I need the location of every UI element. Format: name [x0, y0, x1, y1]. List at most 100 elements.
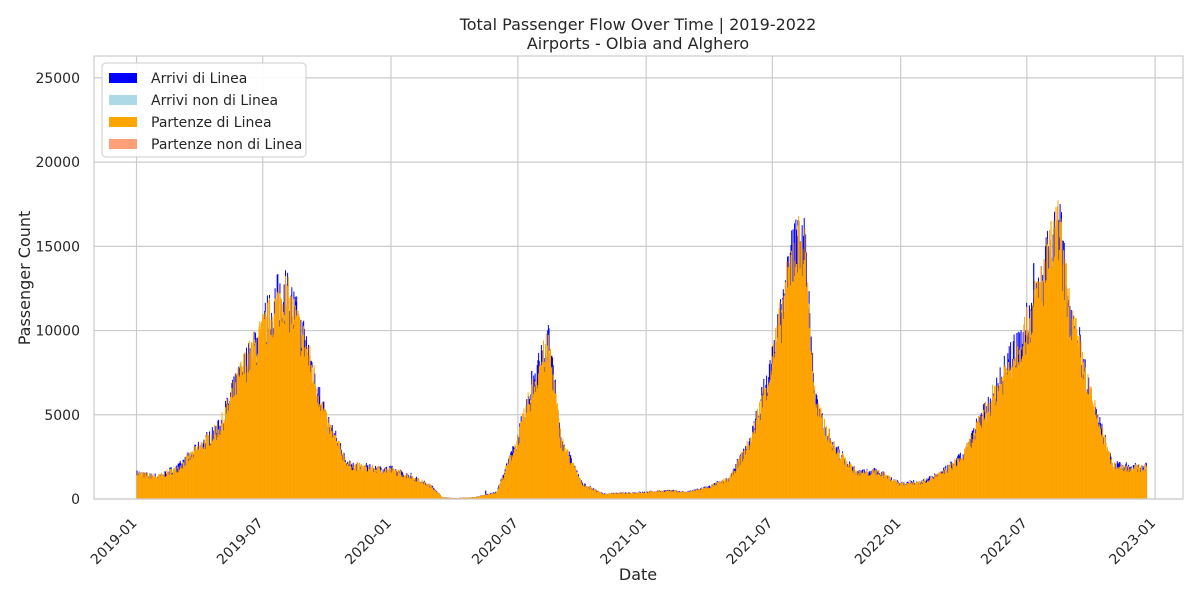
partenze-di-linea-bar — [319, 404, 321, 499]
partenze-di-linea-bar — [429, 487, 431, 499]
partenze-di-linea-bar — [211, 441, 213, 499]
partenze-di-linea-bar — [430, 484, 432, 499]
partenze-di-linea-bar — [301, 350, 303, 499]
partenze-di-linea-bar — [474, 497, 476, 499]
partenze-di-linea-bar — [190, 451, 192, 499]
partenze-di-linea-bar — [165, 476, 167, 499]
partenze-di-linea-bar — [293, 299, 295, 499]
partenze-di-linea-bar — [1040, 266, 1042, 499]
partenze-di-linea-bar — [955, 465, 957, 499]
partenze-di-linea-bar — [1044, 282, 1046, 499]
partenze-di-linea-bar — [796, 272, 798, 499]
partenze-di-linea-bar — [319, 410, 321, 499]
partenze-di-linea-bar — [737, 467, 739, 499]
partenze-di-linea-bar — [621, 493, 623, 499]
partenze-di-linea-bar — [250, 341, 252, 499]
partenze-di-linea-bar — [930, 475, 932, 499]
partenze-di-linea-bar — [1047, 268, 1049, 499]
partenze-di-linea-bar — [578, 477, 580, 499]
partenze-di-linea-bar — [973, 432, 975, 499]
partenze-di-linea-bar — [149, 472, 151, 499]
partenze-di-linea-bar — [631, 493, 633, 499]
partenze-di-linea-bar — [682, 492, 684, 499]
partenze-di-linea-bar — [1130, 467, 1132, 499]
partenze-di-linea-bar — [600, 492, 602, 499]
partenze-di-linea-bar — [561, 450, 563, 499]
partenze-di-linea-bar — [706, 486, 708, 499]
partenze-di-linea-bar — [888, 475, 890, 499]
partenze-di-linea-bar — [885, 474, 887, 499]
partenze-di-linea-bar — [653, 492, 655, 499]
partenze-di-linea-bar — [390, 468, 392, 499]
partenze-di-linea-bar — [789, 262, 791, 499]
partenze-di-linea-bar — [396, 470, 398, 499]
partenze-di-linea-bar — [361, 470, 363, 499]
partenze-di-linea-bar — [563, 450, 565, 499]
partenze-di-linea-bar — [816, 404, 818, 499]
partenze-di-linea-bar — [270, 319, 272, 499]
partenze-di-linea-bar — [244, 352, 246, 499]
partenze-di-linea-bar — [477, 496, 479, 499]
partenze-di-linea-bar — [257, 353, 259, 499]
partenze-di-linea-bar — [517, 445, 519, 499]
partenze-di-linea-bar — [738, 457, 740, 499]
partenze-di-linea-bar — [598, 490, 600, 499]
x-tick-label: 2023-01 — [1106, 515, 1159, 568]
partenze-di-linea-bar — [850, 463, 852, 499]
partenze-di-linea-bar — [694, 489, 696, 499]
partenze-di-linea-bar — [1035, 288, 1037, 499]
partenze-di-linea-bar — [786, 261, 788, 499]
partenze-di-linea-bar — [934, 475, 936, 499]
partenze-di-linea-bar — [837, 451, 839, 499]
partenze-di-linea-bar — [287, 276, 289, 499]
partenze-di-linea-bar — [362, 465, 364, 499]
partenze-di-linea-bar — [1064, 258, 1066, 499]
partenze-di-linea-bar — [759, 420, 761, 499]
partenze-di-linea-bar — [261, 321, 263, 499]
partenze-di-linea-bar — [793, 275, 795, 499]
partenze-di-linea-bar — [602, 494, 604, 499]
partenze-di-linea-bar — [574, 467, 576, 499]
partenze-di-linea-bar — [724, 481, 726, 499]
partenze-di-linea-bar — [295, 310, 297, 499]
partenze-di-linea-bar — [299, 319, 301, 499]
partenze-di-linea-bar — [910, 483, 912, 499]
partenze-di-linea-bar — [421, 479, 423, 499]
partenze-di-linea-bar — [660, 490, 662, 499]
partenze-di-linea-bar — [971, 442, 973, 499]
partenze-di-linea-bar — [969, 446, 971, 499]
partenze-di-linea-bar — [819, 409, 821, 499]
partenze-di-linea-bar — [1090, 388, 1092, 499]
partenze-di-linea-bar — [823, 429, 825, 499]
partenze-di-linea-bar — [403, 475, 405, 499]
partenze-di-linea-bar — [1052, 261, 1054, 499]
legend-label: Partenze non di Linea — [151, 137, 302, 153]
legend-swatch — [109, 73, 137, 83]
partenze-di-linea-bar — [711, 484, 713, 499]
partenze-di-linea-bar — [145, 472, 147, 499]
partenze-di-linea-bar — [654, 491, 656, 499]
partenze-di-linea-bar — [727, 479, 729, 499]
partenze-di-linea-bar — [769, 379, 771, 499]
partenze-di-linea-bar — [444, 497, 446, 499]
partenze-di-linea-bar — [552, 374, 554, 499]
partenze-di-linea-bar — [680, 492, 682, 499]
partenze-di-linea-bar — [278, 287, 280, 499]
partenze-di-linea-bar — [278, 326, 280, 499]
partenze-di-linea-bar — [207, 435, 209, 499]
partenze-di-linea-bar — [556, 405, 558, 499]
partenze-di-linea-bar — [797, 225, 799, 499]
partenze-di-linea-bar — [808, 303, 810, 499]
partenze-di-linea-bar — [728, 478, 730, 499]
partenze-di-linea-bar — [347, 465, 349, 499]
partenze-di-linea-bar — [1004, 364, 1006, 499]
partenze-di-linea-bar — [882, 475, 884, 499]
partenze-di-linea-bar — [266, 302, 268, 499]
partenze-di-linea-bar — [651, 491, 653, 499]
partenze-di-linea-bar — [432, 489, 434, 499]
partenze-di-linea-bar — [998, 385, 1000, 499]
partenze-di-linea-bar — [816, 416, 818, 499]
partenze-di-linea-bar — [729, 475, 731, 499]
partenze-di-linea-bar — [990, 402, 992, 499]
partenze-di-linea-bar — [707, 488, 709, 499]
